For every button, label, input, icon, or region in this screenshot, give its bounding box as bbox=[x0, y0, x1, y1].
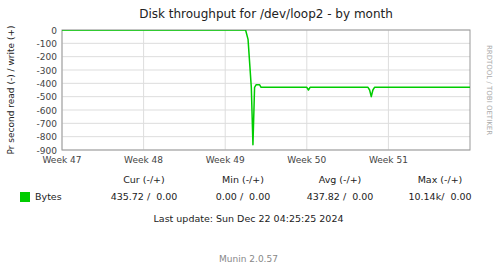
y-axis-label: Pr second read (-) / write (+) bbox=[6, 26, 16, 155]
last-update: Last update: Sun Dec 22 04:25:25 2024 bbox=[154, 213, 344, 224]
y-tick-label: -700 bbox=[37, 119, 58, 129]
y-grid-line bbox=[62, 110, 470, 111]
y-grid-line bbox=[62, 123, 470, 124]
x-tick-label: Week 48 bbox=[124, 155, 163, 165]
stats-value: 10.14k/ 0.00 bbox=[408, 191, 471, 202]
chart: Disk throughput for /dev/loop2 - by mont… bbox=[0, 0, 497, 275]
x-tick-label: Week 51 bbox=[369, 155, 408, 165]
y-grid-line bbox=[62, 56, 470, 57]
x-grid-line bbox=[388, 30, 389, 150]
plot-frame bbox=[62, 30, 470, 150]
y-tick-label: -600 bbox=[37, 106, 58, 116]
y-tick-label: -800 bbox=[37, 132, 58, 142]
stats-value: 437.82 / 0.00 bbox=[307, 191, 374, 202]
stats-header: Cur (-/+) bbox=[123, 174, 165, 185]
y-tick-label: -100 bbox=[37, 39, 58, 49]
x-grid-line bbox=[143, 30, 144, 150]
x-grid-line bbox=[225, 30, 226, 150]
stats-header: Avg (-/+) bbox=[319, 174, 362, 185]
y-grid-line bbox=[62, 136, 470, 137]
x-grid-line bbox=[306, 30, 307, 150]
x-tick-label: Week 50 bbox=[287, 155, 326, 165]
x-tick-label: Week 47 bbox=[43, 155, 82, 165]
y-grid-line bbox=[62, 83, 470, 84]
stats-header: Min (-/+) bbox=[222, 174, 264, 185]
y-tick-label: -200 bbox=[37, 52, 58, 62]
grid bbox=[62, 30, 470, 150]
y-tick-label: -900 bbox=[37, 146, 58, 156]
stats-value: 435.72 / 0.00 bbox=[111, 191, 178, 202]
watermark: RRDTOOL / TOBI OETIKER bbox=[485, 45, 493, 135]
stats-header: Max (-/+) bbox=[418, 174, 463, 185]
legend-label: Bytes bbox=[35, 191, 62, 202]
plot-area bbox=[62, 30, 470, 145]
y-tick-label: 0 bbox=[51, 26, 57, 36]
legend-swatch bbox=[20, 192, 30, 202]
data-line bbox=[62, 30, 470, 145]
stats-value: 0.00 / 0.00 bbox=[216, 191, 271, 202]
y-tick-label: -500 bbox=[37, 92, 58, 102]
title: Disk throughput for /dev/loop2 - by mont… bbox=[139, 7, 393, 21]
y-tick-label: -400 bbox=[37, 79, 58, 89]
y-tick-label: -300 bbox=[37, 66, 58, 76]
x-tick-label: Week 49 bbox=[206, 155, 245, 165]
y-grid-line bbox=[62, 96, 470, 97]
y-grid-line bbox=[62, 70, 470, 71]
y-grid-line bbox=[62, 43, 470, 44]
version-note: Munin 2.0.57 bbox=[219, 254, 278, 264]
